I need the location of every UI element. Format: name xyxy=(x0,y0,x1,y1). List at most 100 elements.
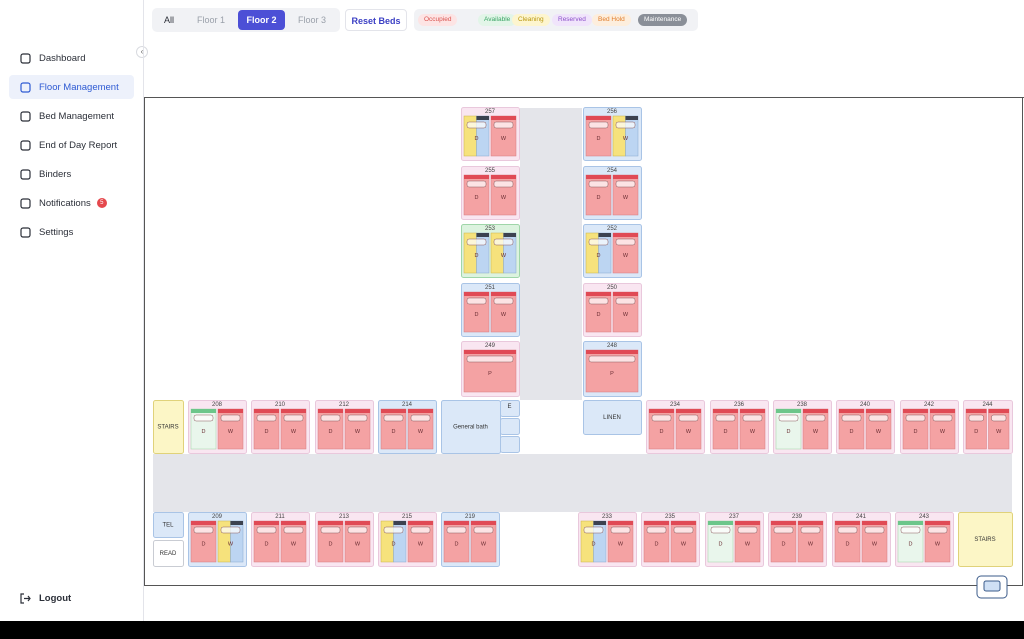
room[interactable]: 243 D W xyxy=(895,512,954,567)
bed[interactable]: W xyxy=(490,174,517,216)
room[interactable]: 251 D W xyxy=(461,283,520,337)
room[interactable]: 248 P xyxy=(583,341,642,397)
bed[interactable]: D xyxy=(770,520,797,563)
bed[interactable]: W xyxy=(612,232,639,274)
floor-tab[interactable]: All xyxy=(163,15,174,25)
bed[interactable]: W xyxy=(612,174,639,216)
bed[interactable]: D xyxy=(463,291,490,333)
bed[interactable]: D xyxy=(585,291,612,333)
room[interactable]: 244 D W xyxy=(963,400,1013,454)
bed[interactable]: D xyxy=(902,408,929,450)
room[interactable]: 238 D W xyxy=(773,400,832,454)
bed[interactable]: W xyxy=(929,408,956,450)
bed[interactable]: D xyxy=(443,520,470,563)
bed[interactable]: W xyxy=(344,408,371,450)
room[interactable]: 255 D W xyxy=(461,166,520,220)
bed[interactable]: W xyxy=(865,408,892,450)
bed[interactable]: D xyxy=(317,520,344,563)
room[interactable]: 234 D W xyxy=(646,400,705,454)
bed[interactable]: D xyxy=(253,408,280,450)
bed[interactable]: D xyxy=(380,408,407,450)
collapse-button[interactable]: ‹ xyxy=(136,46,148,58)
floor-tab[interactable]: Floor 2 xyxy=(238,10,285,30)
room[interactable]: 211 D W xyxy=(251,512,310,567)
bed[interactable]: W xyxy=(217,408,244,450)
bed[interactable]: W xyxy=(344,520,371,563)
legend-pill[interactable]: Occupied xyxy=(418,14,458,26)
room[interactable]: 240 D W xyxy=(836,400,895,454)
bed[interactable]: W xyxy=(924,520,951,563)
room[interactable]: 249 P xyxy=(461,341,520,397)
room[interactable]: 257 D W xyxy=(461,107,520,161)
room[interactable]: 237 D W xyxy=(705,512,764,567)
bed[interactable]: W xyxy=(490,232,517,274)
bed[interactable]: D xyxy=(463,232,490,274)
room[interactable]: 212 D W xyxy=(315,400,374,454)
nav-item[interactable]: Dashboard xyxy=(9,46,134,70)
room[interactable]: 213 D W xyxy=(315,512,374,567)
legend-pill[interactable]: Available xyxy=(478,14,517,26)
room[interactable]: 219 D W xyxy=(441,512,500,567)
bed[interactable]: W xyxy=(861,520,888,563)
bed[interactable]: D xyxy=(838,408,865,450)
room[interactable]: 241 D W xyxy=(832,512,891,567)
room[interactable]: 210 D W xyxy=(251,400,310,454)
room[interactable]: 250 D W xyxy=(583,283,642,337)
room[interactable]: 239 D W xyxy=(768,512,827,567)
bed[interactable]: D xyxy=(190,408,217,450)
bed[interactable]: W xyxy=(407,520,434,563)
nav-item[interactable]: Floor Management xyxy=(9,75,134,99)
nav-item[interactable]: End of Day Report xyxy=(9,133,134,157)
bed[interactable]: D xyxy=(712,408,739,450)
room[interactable]: 233 D W xyxy=(578,512,637,567)
room[interactable]: 253 D W xyxy=(461,224,520,278)
bed[interactable]: D xyxy=(190,520,217,563)
bed[interactable]: W xyxy=(490,291,517,333)
room[interactable]: 209 D W xyxy=(188,512,247,567)
bed[interactable]: W xyxy=(407,408,434,450)
bed[interactable]: D xyxy=(580,520,607,563)
nav-item[interactable]: Bed Management xyxy=(9,104,134,128)
bed[interactable]: D xyxy=(253,520,280,563)
floor-tab[interactable]: Floor 3 xyxy=(297,15,326,25)
nav-item[interactable]: Settings xyxy=(9,220,134,244)
room[interactable]: 256 D W xyxy=(583,107,642,161)
bed[interactable]: D xyxy=(643,520,670,563)
bed[interactable]: W xyxy=(988,408,1010,450)
bed[interactable]: W xyxy=(490,115,517,157)
bed[interactable]: W xyxy=(612,115,639,157)
bed[interactable]: W xyxy=(739,408,766,450)
room[interactable]: 236 D W xyxy=(710,400,769,454)
room[interactable]: 208 D W xyxy=(188,400,247,454)
bed[interactable]: D xyxy=(585,232,612,274)
bed[interactable]: D xyxy=(585,115,612,157)
bed[interactable]: W xyxy=(612,291,639,333)
bed[interactable]: W xyxy=(607,520,634,563)
room[interactable]: 252 D W xyxy=(583,224,642,278)
room[interactable]: 242 D W xyxy=(900,400,959,454)
bed[interactable]: D xyxy=(585,174,612,216)
bed-icon-button[interactable] xyxy=(976,575,1008,599)
bed[interactable]: D xyxy=(834,520,861,563)
bed[interactable]: W xyxy=(797,520,824,563)
bed[interactable]: W xyxy=(280,408,307,450)
logout[interactable]: Logout xyxy=(9,586,134,610)
bed[interactable]: P xyxy=(585,349,639,393)
room[interactable]: 254 D W xyxy=(583,166,642,220)
nav-item[interactable]: Notifications 5 xyxy=(9,191,134,215)
nav-item[interactable]: Binders xyxy=(9,162,134,186)
bed[interactable]: W xyxy=(675,408,702,450)
bed[interactable]: W xyxy=(734,520,761,563)
room[interactable]: 235 D W xyxy=(641,512,700,567)
room[interactable]: 215 D W xyxy=(378,512,437,567)
bed[interactable]: D xyxy=(707,520,734,563)
bed[interactable]: P xyxy=(463,349,517,393)
legend-pill[interactable]: Maintenance xyxy=(638,14,688,26)
bed[interactable]: W xyxy=(217,520,244,563)
bed[interactable]: D xyxy=(648,408,675,450)
room[interactable]: 214 D W xyxy=(378,400,437,454)
floor-tab[interactable]: Floor 1 xyxy=(196,15,225,25)
reset-beds-button[interactable]: Reset Beds xyxy=(345,9,407,31)
bed[interactable]: D xyxy=(897,520,924,563)
bed[interactable]: D xyxy=(463,174,490,216)
